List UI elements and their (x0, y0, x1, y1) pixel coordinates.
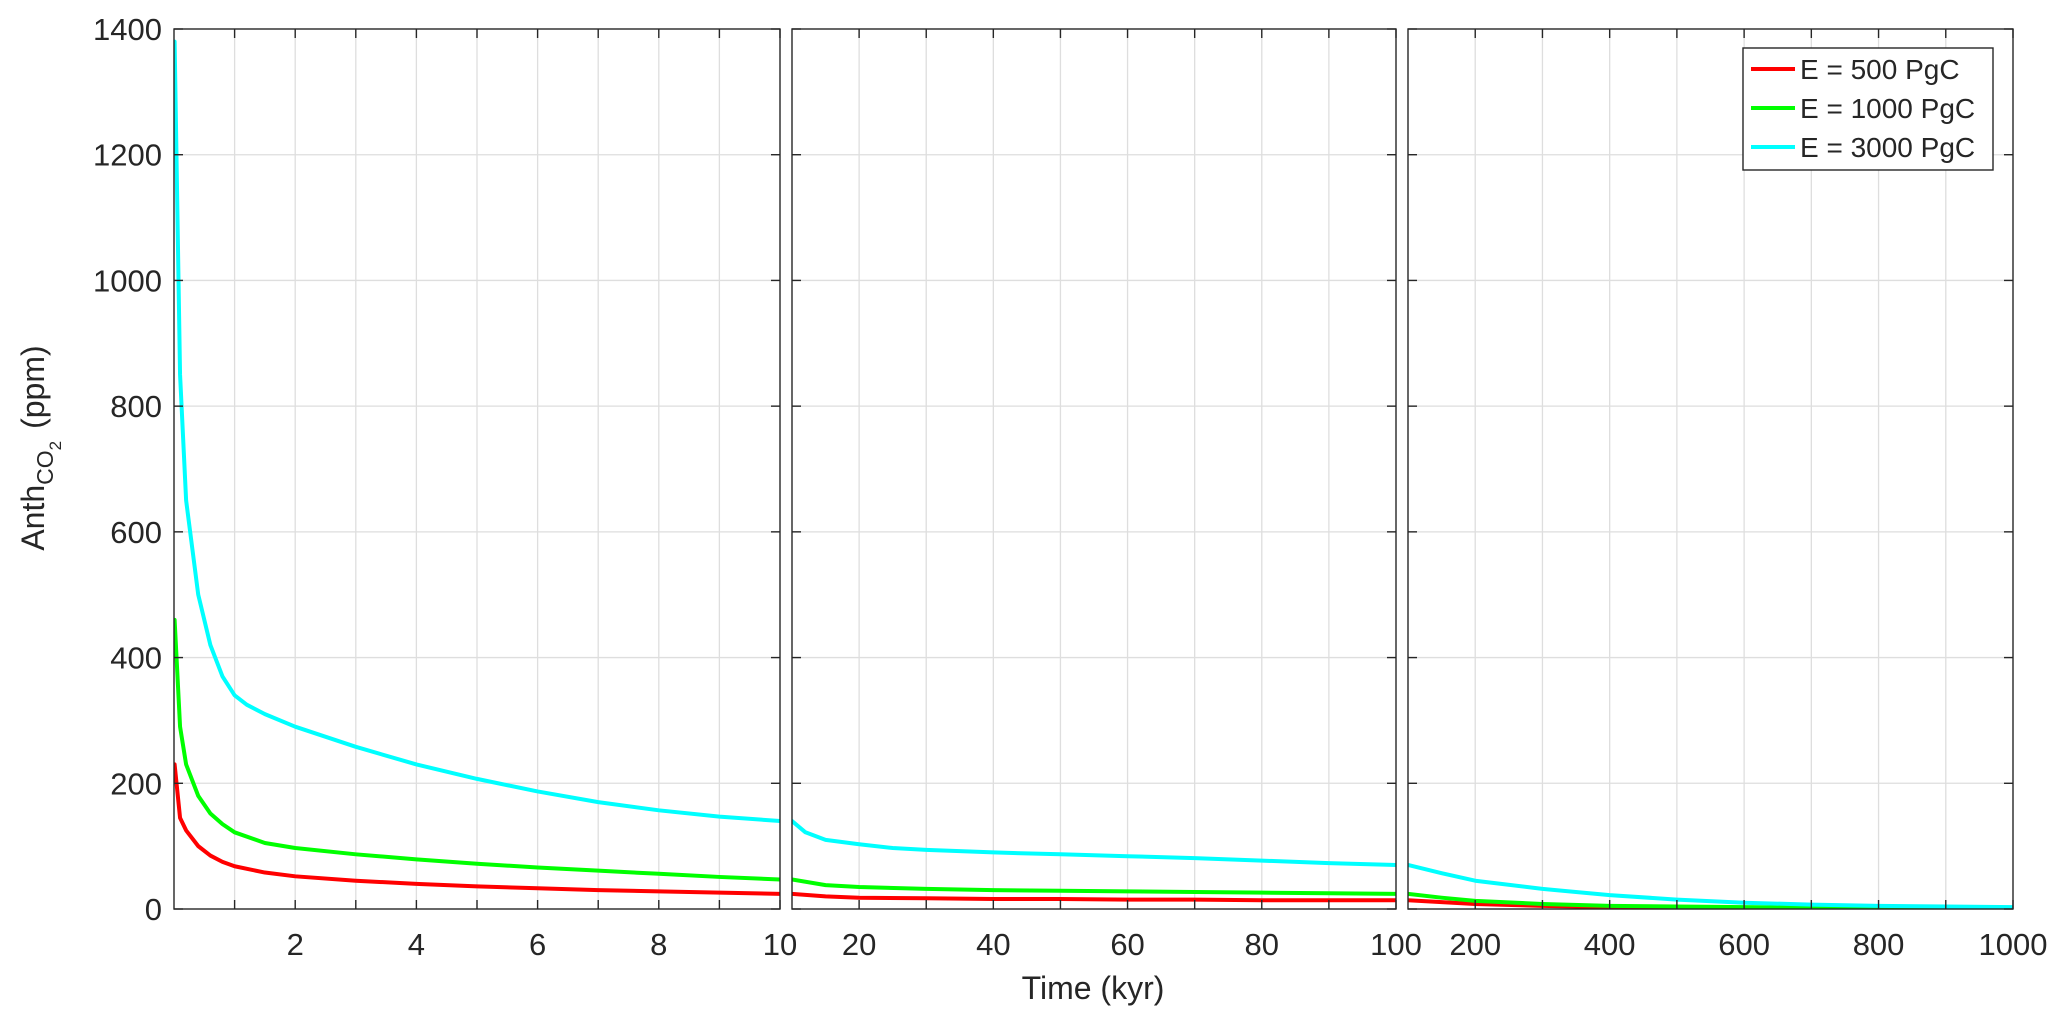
panel-frames (173, 28, 2014, 910)
x-tick-label: 6 (529, 927, 546, 962)
legend-label-2: E = 1000 PgC (1800, 93, 1975, 124)
y-axis-title-main: Anth (15, 485, 51, 551)
x-tick-label: 8 (650, 927, 667, 962)
panel-frame-2 (791, 28, 1397, 910)
x-tick-label: 4 (408, 927, 425, 962)
x-tick-label: 60 (1110, 927, 1144, 962)
legend: E = 500 PgC E = 1000 PgC E = 3000 PgC (1742, 47, 1994, 171)
y-tick-label: 600 (110, 515, 162, 550)
x-tick-label: 20 (842, 927, 876, 962)
legend-label-3: E = 3000 PgC (1800, 132, 1975, 163)
x-tick-label: 40 (976, 927, 1010, 962)
y-tick-label: 1200 (93, 138, 162, 173)
y-tick-label: 800 (110, 389, 162, 424)
x-tick-label: 200 (1449, 927, 1501, 962)
series-layer (174, 39, 2013, 909)
x-tick-label: 100 (1370, 927, 1422, 962)
y-axis-title: AnthCO2 (ppm) (15, 345, 65, 550)
x-tick-label: 80 (1245, 927, 1279, 962)
x-tick-label: 400 (1584, 927, 1636, 962)
y-tick-label: 1000 (93, 263, 162, 298)
ticks-layer (174, 28, 2014, 910)
x-tick-label: 10 (763, 927, 797, 962)
x-tick-label: 2 (287, 927, 304, 962)
series-line-3-panel-1 (174, 39, 780, 823)
series-line-1-panel-1 (174, 762, 780, 896)
series-line-1-panel-2 (792, 891, 1396, 903)
grid-layer (174, 29, 2013, 909)
svg-text:AnthCO2(ppm): AnthCO2 (ppm) (15, 345, 65, 550)
series-line-3-panel-2 (792, 819, 1396, 867)
y-tick-label: 0 (145, 892, 162, 927)
y-axis-title-subsub: 2 (46, 441, 65, 450)
series-line-2-panel-2 (792, 877, 1396, 896)
x-tick-label: 600 (1718, 927, 1770, 962)
y-tick-label: 1400 (93, 12, 162, 47)
legend-label-1: E = 500 PgC (1800, 54, 1960, 85)
y-tick-label: 200 (110, 766, 162, 801)
y-tick-label: 400 (110, 641, 162, 676)
x-tick-label: 800 (1853, 927, 1905, 962)
x-tick-label: 1000 (1979, 927, 2048, 962)
y-axis-title-sub: CO (32, 450, 58, 485)
tick-labels-layer: 2 4 6 8 10 20 40 60 80 100 200 400 600 800 1000 0 200 400… (93, 12, 2047, 962)
x-axis-title: Time (kyr) (1022, 970, 1165, 1006)
panel-frame-3 (1407, 28, 2014, 910)
y-axis-title-unit: (ppm) (15, 345, 51, 429)
series-line-3-panel-3 (1408, 863, 2013, 909)
series-line-2-panel-1 (174, 617, 780, 882)
